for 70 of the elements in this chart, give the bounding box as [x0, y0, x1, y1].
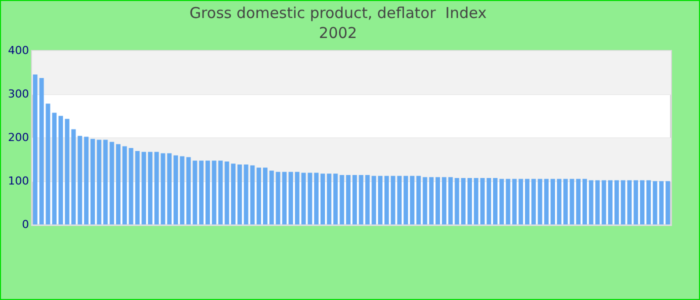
bar	[582, 178, 587, 224]
bar	[142, 152, 146, 224]
bar	[608, 180, 613, 224]
bar	[116, 144, 120, 224]
bar	[122, 146, 127, 224]
bar	[588, 180, 594, 224]
bar	[640, 180, 644, 224]
bar	[64, 118, 70, 224]
bar	[384, 176, 389, 224]
bar	[314, 172, 319, 224]
bar	[320, 174, 325, 224]
bar	[148, 152, 152, 224]
bar	[174, 155, 178, 224]
bar	[614, 180, 619, 224]
bar	[429, 177, 434, 224]
bar	[224, 161, 230, 224]
bar	[436, 177, 440, 224]
chart-title: Gross domestic product, deflator Index	[189, 4, 487, 22]
bar	[404, 176, 408, 224]
bar	[326, 174, 332, 224]
bar	[282, 172, 287, 224]
bar	[461, 178, 466, 224]
bar	[352, 174, 357, 224]
bar	[372, 176, 376, 224]
bar	[576, 178, 581, 224]
bar	[205, 160, 210, 224]
bar	[346, 174, 351, 224]
bar	[410, 176, 414, 224]
bar	[550, 178, 556, 224]
bar	[110, 142, 114, 224]
bar	[218, 160, 223, 224]
bar	[666, 181, 670, 224]
bar	[518, 178, 524, 224]
y-tick-label: 100	[8, 174, 29, 188]
bar	[442, 177, 446, 224]
bar	[467, 178, 472, 224]
bar	[256, 168, 262, 224]
chart-subtitle: 2002	[318, 24, 358, 42]
bar	[262, 168, 268, 224]
bar	[499, 178, 504, 224]
bar	[167, 153, 172, 224]
bar	[486, 178, 492, 224]
bar	[294, 172, 300, 224]
bar	[237, 164, 242, 224]
bar	[269, 170, 274, 224]
bar	[32, 74, 38, 224]
y-tick-label: 0	[22, 218, 29, 231]
bar	[58, 116, 63, 224]
bar	[474, 178, 478, 224]
bar	[531, 178, 536, 224]
bar	[378, 176, 382, 224]
bar	[154, 152, 159, 224]
bar	[180, 156, 184, 224]
bar	[556, 178, 562, 224]
bar	[493, 178, 498, 224]
bar	[288, 172, 294, 224]
bar	[160, 153, 166, 224]
bar	[544, 178, 549, 224]
bar	[231, 164, 236, 224]
bar	[90, 138, 95, 224]
y-tick-label: 300	[8, 87, 29, 100]
y-tick-label: 400	[8, 44, 29, 57]
bar	[84, 136, 89, 224]
bar	[634, 180, 638, 224]
bar	[524, 178, 530, 224]
bar	[212, 160, 216, 224]
bar	[646, 180, 651, 224]
bar	[52, 112, 57, 224]
bar	[199, 160, 204, 224]
y-tick-label: 200	[8, 130, 29, 144]
